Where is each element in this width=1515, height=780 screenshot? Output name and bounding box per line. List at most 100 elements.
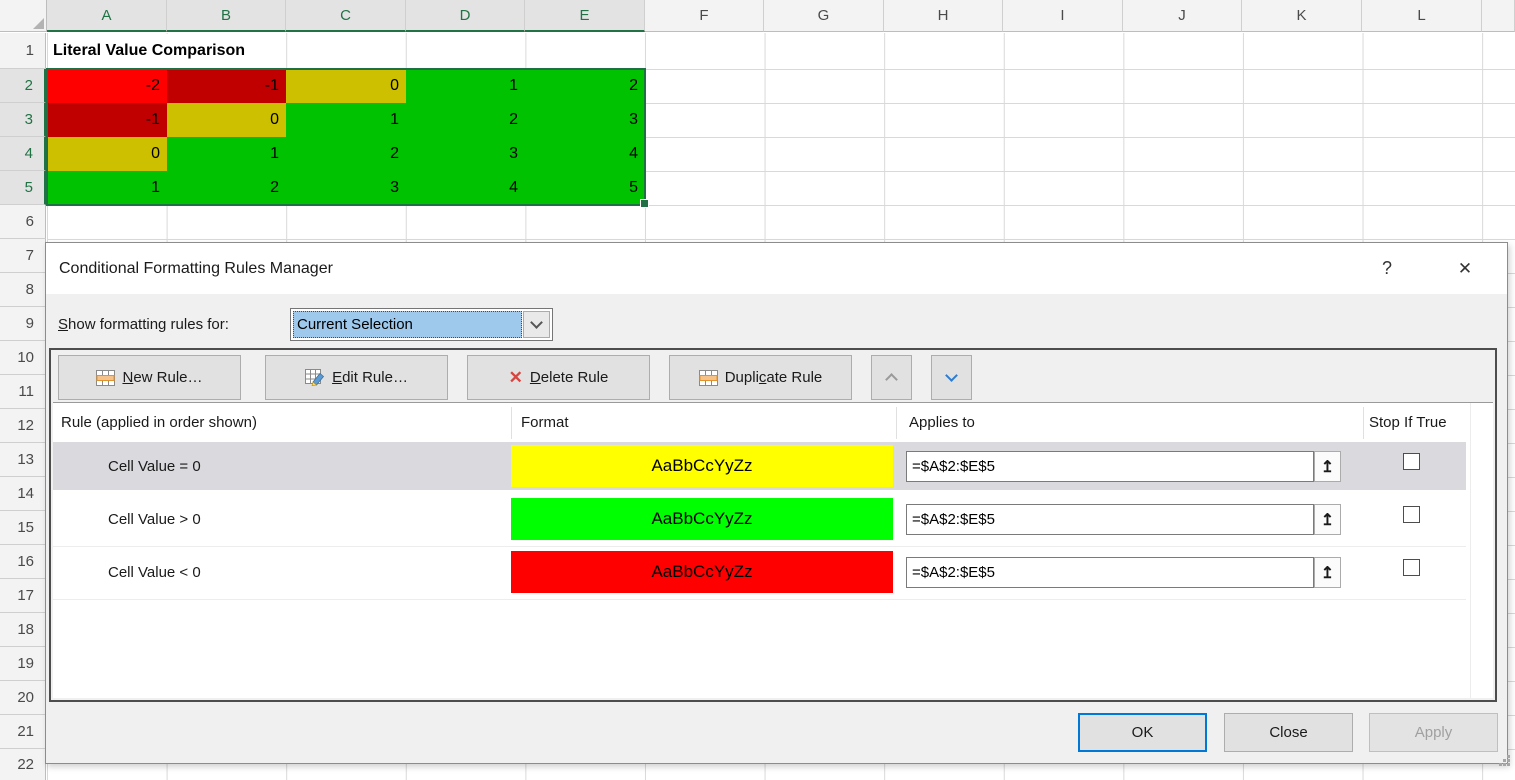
list-header-applies-to: Applies to <box>909 414 975 431</box>
row-header-16[interactable]: 16 <box>0 545 46 579</box>
button-label: Delete Rule <box>530 369 608 386</box>
applies-to-input[interactable]: =$A$2:$E$5 <box>906 451 1314 482</box>
dialog-title-bar[interactable]: Conditional Formatting Rules Manager ? ✕ <box>46 243 1507 294</box>
label-text: dit Rule… <box>342 369 408 386</box>
rules-panel: New Rule… Edit Rule… ✕ Delete Rule Dupli… <box>49 348 1497 702</box>
cell-E3[interactable]: 3 <box>525 103 645 137</box>
cell-C5[interactable]: 3 <box>286 171 406 205</box>
column-header-E[interactable]: E <box>525 0 645 32</box>
column-header-C[interactable]: C <box>286 0 406 32</box>
rule-description: Cell Value = 0 <box>108 457 201 475</box>
cell-B4[interactable]: 1 <box>167 137 286 171</box>
cell-A2[interactable]: -2 <box>47 69 167 103</box>
cell-D2[interactable]: 1 <box>406 69 525 103</box>
label-text: ew Rule… <box>133 369 203 386</box>
column-header-K[interactable]: K <box>1242 0 1362 32</box>
column-header-D[interactable]: D <box>406 0 525 32</box>
collapse-dialog-button[interactable]: ↥ <box>1314 451 1341 482</box>
row-header-7[interactable]: 7 <box>0 239 46 273</box>
rule-row-cell-value-eq-0[interactable]: Cell Value = 0 AaBbCcYyZz =$A$2:$E$5 ↥ <box>53 442 1466 494</box>
help-icon[interactable]: ? <box>1381 258 1392 278</box>
column-header-stub <box>1482 0 1515 32</box>
dropdown-selected-value: Current Selection <box>293 311 522 338</box>
cell-C2[interactable]: 0 <box>286 69 406 103</box>
cell-E4[interactable]: 4 <box>525 137 645 171</box>
row-header-2[interactable]: 2 <box>0 69 46 103</box>
column-header-J[interactable]: J <box>1123 0 1242 32</box>
cell-E2[interactable]: 2 <box>525 69 645 103</box>
new-rule-button[interactable]: New Rule… <box>58 355 241 400</box>
row-header-12[interactable]: 12 <box>0 409 46 443</box>
row-header-17[interactable]: 17 <box>0 579 46 613</box>
delete-rule-button[interactable]: ✕ Delete Rule <box>467 355 650 400</box>
edit-rule-button[interactable]: Edit Rule… <box>265 355 448 400</box>
row-header-13[interactable]: 13 <box>0 443 46 477</box>
row-header-14[interactable]: 14 <box>0 477 46 511</box>
row-header-1[interactable]: 1 <box>0 33 46 69</box>
cell-A3[interactable]: -1 <box>47 103 167 137</box>
cell-D3[interactable]: 2 <box>406 103 525 137</box>
column-header-B[interactable]: B <box>167 0 286 32</box>
cell-B5[interactable]: 2 <box>167 171 286 205</box>
row-header-11[interactable]: 11 <box>0 375 46 409</box>
close-icon[interactable]: ✕ <box>1457 258 1473 278</box>
fill-handle[interactable] <box>640 199 649 208</box>
table-icon <box>698 369 718 386</box>
cell-A1-title[interactable]: Literal Value Comparison <box>48 34 252 68</box>
row-header-8[interactable]: 8 <box>0 273 46 307</box>
rule-row-cell-value-gt-0[interactable]: Cell Value > 0 AaBbCcYyZz =$A$2:$E$5 ↥ <box>53 495 1466 547</box>
cell-C3[interactable]: 1 <box>286 103 406 137</box>
button-label: Edit Rule… <box>332 369 408 386</box>
row-header-5[interactable]: 5 <box>0 171 46 205</box>
row-header-20[interactable]: 20 <box>0 681 46 715</box>
rule-row-cell-value-lt-0[interactable]: Cell Value < 0 AaBbCcYyZz =$A$2:$E$5 ↥ <box>53 548 1466 600</box>
row-header-15[interactable]: 15 <box>0 511 46 545</box>
row-header-10[interactable]: 10 <box>0 341 46 375</box>
column-header-G[interactable]: G <box>764 0 884 32</box>
move-rule-up-button[interactable] <box>871 355 912 400</box>
applies-to-input[interactable]: =$A$2:$E$5 <box>906 504 1314 535</box>
table-icon <box>96 369 116 386</box>
dropdown-arrow-button[interactable] <box>523 311 550 338</box>
column-header-A[interactable]: A <box>47 0 167 32</box>
stop-if-true-checkbox[interactable] <box>1403 506 1420 523</box>
resize-grip[interactable] <box>1499 755 1502 758</box>
row-header-4[interactable]: 4 <box>0 137 46 171</box>
button-label: New Rule… <box>122 369 202 386</box>
applies-to-input[interactable]: =$A$2:$E$5 <box>906 557 1314 588</box>
row-header-6[interactable]: 6 <box>0 205 46 239</box>
cell-B2[interactable]: -1 <box>167 69 286 103</box>
row-header-21[interactable]: 21 <box>0 715 46 749</box>
range-select-icon: ↥ <box>1320 511 1335 529</box>
cell-A5[interactable]: 1 <box>47 171 167 205</box>
row-header-18[interactable]: 18 <box>0 613 46 647</box>
apply-button[interactable]: Apply <box>1369 713 1498 752</box>
cell-C4[interactable]: 2 <box>286 137 406 171</box>
row-header-3[interactable]: 3 <box>0 103 46 137</box>
cell-A4[interactable]: 0 <box>47 137 167 171</box>
column-header-L[interactable]: L <box>1362 0 1482 32</box>
cell-B3[interactable]: 0 <box>167 103 286 137</box>
select-all-corner[interactable] <box>0 0 47 32</box>
duplicate-rule-button[interactable]: Duplicate Rule <box>669 355 852 400</box>
mnemonic: S <box>58 316 69 333</box>
column-header-H[interactable]: H <box>884 0 1003 32</box>
ok-button[interactable]: OK <box>1078 713 1207 752</box>
row-header-19[interactable]: 19 <box>0 647 46 681</box>
cell-D4[interactable]: 3 <box>406 137 525 171</box>
cell-E5[interactable]: 5 <box>525 171 645 205</box>
close-button[interactable]: Close <box>1224 713 1353 752</box>
collapse-dialog-button[interactable]: ↥ <box>1314 504 1341 535</box>
stop-if-true-checkbox[interactable] <box>1403 559 1420 576</box>
cell-D5[interactable]: 4 <box>406 171 525 205</box>
row-header-9[interactable]: 9 <box>0 307 46 341</box>
show-rules-for-dropdown[interactable]: Current Selection <box>290 308 553 341</box>
conditional-formatting-rules-manager-dialog: Conditional Formatting Rules Manager ? ✕… <box>45 242 1508 764</box>
column-header-F[interactable]: F <box>645 0 764 32</box>
stop-if-true-checkbox[interactable] <box>1403 453 1420 470</box>
move-rule-down-button[interactable] <box>931 355 972 400</box>
list-header-stop-if-true: Stop If True <box>1369 414 1447 431</box>
collapse-dialog-button[interactable]: ↥ <box>1314 557 1341 588</box>
column-header-I[interactable]: I <box>1003 0 1123 32</box>
row-header-22[interactable]: 22 <box>0 749 46 780</box>
